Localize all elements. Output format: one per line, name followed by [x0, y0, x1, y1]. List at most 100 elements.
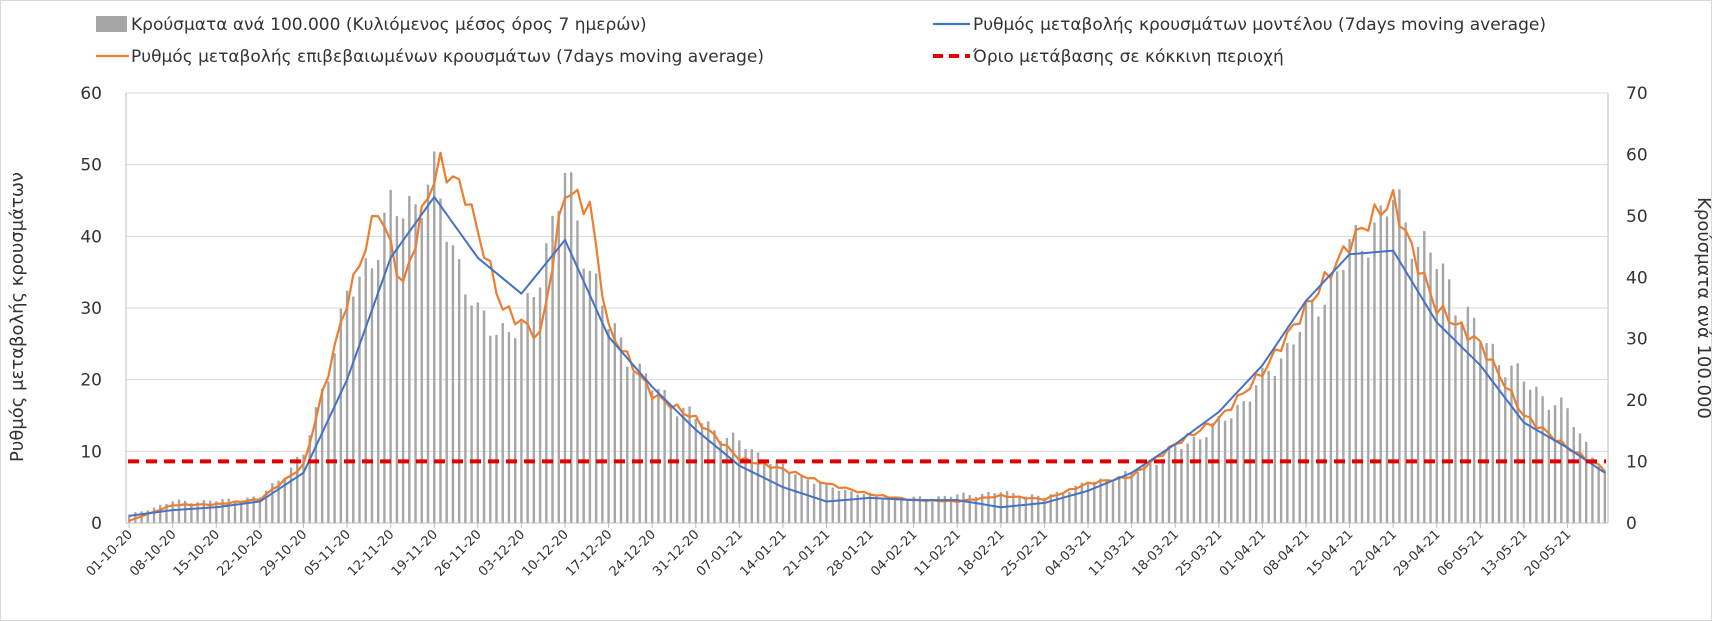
cases-bar	[221, 499, 224, 523]
cases-bar	[1018, 497, 1021, 523]
cases-bar	[632, 372, 635, 523]
cases-bar	[439, 198, 442, 523]
cases-bar	[1230, 418, 1233, 523]
cases-bar	[657, 388, 660, 523]
cases-bar	[246, 497, 249, 523]
cases-bar	[1510, 365, 1513, 523]
cases-bar	[1217, 416, 1221, 523]
cases-bar	[563, 172, 567, 523]
cases-bar	[1254, 385, 1258, 523]
cases-bar	[364, 258, 367, 523]
cases-bar	[314, 407, 318, 523]
legend-bar-swatch	[96, 16, 127, 32]
cases-bar	[1292, 344, 1295, 523]
legend: Κρούσματα ανά 100.000 (Κυλιόμενος μέσος …	[96, 15, 1546, 67]
cases-bar	[1186, 443, 1189, 523]
cases-bar	[1086, 483, 1090, 523]
cases-bar	[215, 501, 218, 523]
cases-bar	[875, 494, 878, 523]
cases-bar	[196, 502, 199, 523]
cases-bar	[1479, 342, 1482, 523]
cases-bar	[1516, 363, 1519, 523]
cases-bar	[1317, 316, 1320, 523]
y-tick-right-label: 70	[1626, 84, 1648, 104]
cases-bar	[1111, 482, 1115, 523]
cases-bar	[389, 189, 392, 523]
cases-bar	[844, 489, 847, 523]
cases-bar	[520, 321, 523, 523]
cases-bar	[1416, 246, 1420, 523]
cases-bar	[1192, 436, 1196, 523]
cases-bar	[264, 490, 268, 523]
cases-bar	[956, 494, 959, 523]
cases-bar	[1410, 258, 1414, 523]
axes	[125, 93, 1609, 524]
cases-bar	[1267, 370, 1270, 523]
cases-bar	[352, 296, 355, 523]
cases-bar	[1024, 496, 1027, 523]
cases-bar	[924, 498, 928, 523]
cases-bar	[887, 497, 890, 523]
cases-bar	[812, 483, 816, 523]
cases-bar	[1491, 343, 1495, 523]
cases-bar	[1236, 404, 1239, 523]
cases-bar	[1354, 224, 1358, 523]
cases-bar	[414, 204, 417, 524]
cases-bar	[146, 510, 149, 523]
cases-bar	[769, 464, 772, 523]
y-tick-right-label: 20	[1626, 391, 1648, 411]
cases-bar	[1136, 471, 1140, 523]
cases-bar	[1211, 422, 1214, 523]
cases-bar	[1373, 222, 1376, 524]
y-axis-right-title: Κρούσματα ανά 100.000	[1693, 197, 1712, 419]
cases-bar	[1329, 275, 1333, 523]
y-tick-right-label: 30	[1626, 330, 1648, 350]
cases-bar	[1504, 377, 1507, 523]
cases-bar	[1435, 269, 1438, 523]
cases-bar	[1105, 480, 1108, 523]
cases-bar	[152, 507, 156, 523]
cases-bar	[644, 373, 648, 523]
cases-bar	[1074, 485, 1077, 523]
cases-bar	[507, 332, 511, 523]
cases-bar	[1273, 375, 1277, 523]
cases-bar	[582, 268, 585, 523]
cases-bar	[1535, 386, 1538, 523]
model-cases-line	[128, 195, 1606, 517]
cases-bar	[1429, 252, 1432, 523]
cases-bar	[545, 243, 548, 523]
cases-bar	[1198, 439, 1202, 523]
cases-bar	[501, 323, 504, 523]
cases-bar	[339, 308, 343, 523]
cases-bar	[1117, 476, 1121, 523]
y-tick-right-label: 60	[1626, 145, 1648, 165]
cases-bar	[1448, 279, 1451, 523]
cases-bar	[937, 496, 940, 523]
cases-bar	[258, 497, 262, 523]
confirmed-cases-line	[128, 151, 1606, 522]
cases-bar	[513, 338, 517, 523]
cases-bar	[296, 456, 299, 523]
cases-bar	[1279, 358, 1283, 523]
cases-bar	[165, 503, 168, 523]
cases-bar	[1298, 331, 1301, 523]
cases-bar	[607, 328, 610, 523]
cases-bar	[302, 454, 305, 523]
cases-bar	[694, 418, 697, 523]
cases-bar	[831, 487, 834, 523]
cases-bar	[1130, 473, 1133, 523]
cases-bar	[856, 494, 859, 523]
cases-bar	[1223, 420, 1227, 523]
cases-bar	[227, 498, 230, 523]
cases-bar	[1423, 231, 1426, 524]
cases-bar	[1311, 299, 1314, 523]
cases-bar	[345, 290, 349, 523]
cases-bar	[900, 498, 903, 523]
cases-bar	[489, 335, 492, 523]
cases-bar	[731, 432, 735, 523]
cases-bar	[538, 287, 542, 523]
cases-bar	[1335, 271, 1339, 523]
cases-bar	[800, 474, 803, 523]
legend-bars-label: Κρούσματα ανά 100.000 (Κυλιόμενος μέσος …	[131, 15, 647, 35]
cases-bar	[819, 482, 822, 523]
